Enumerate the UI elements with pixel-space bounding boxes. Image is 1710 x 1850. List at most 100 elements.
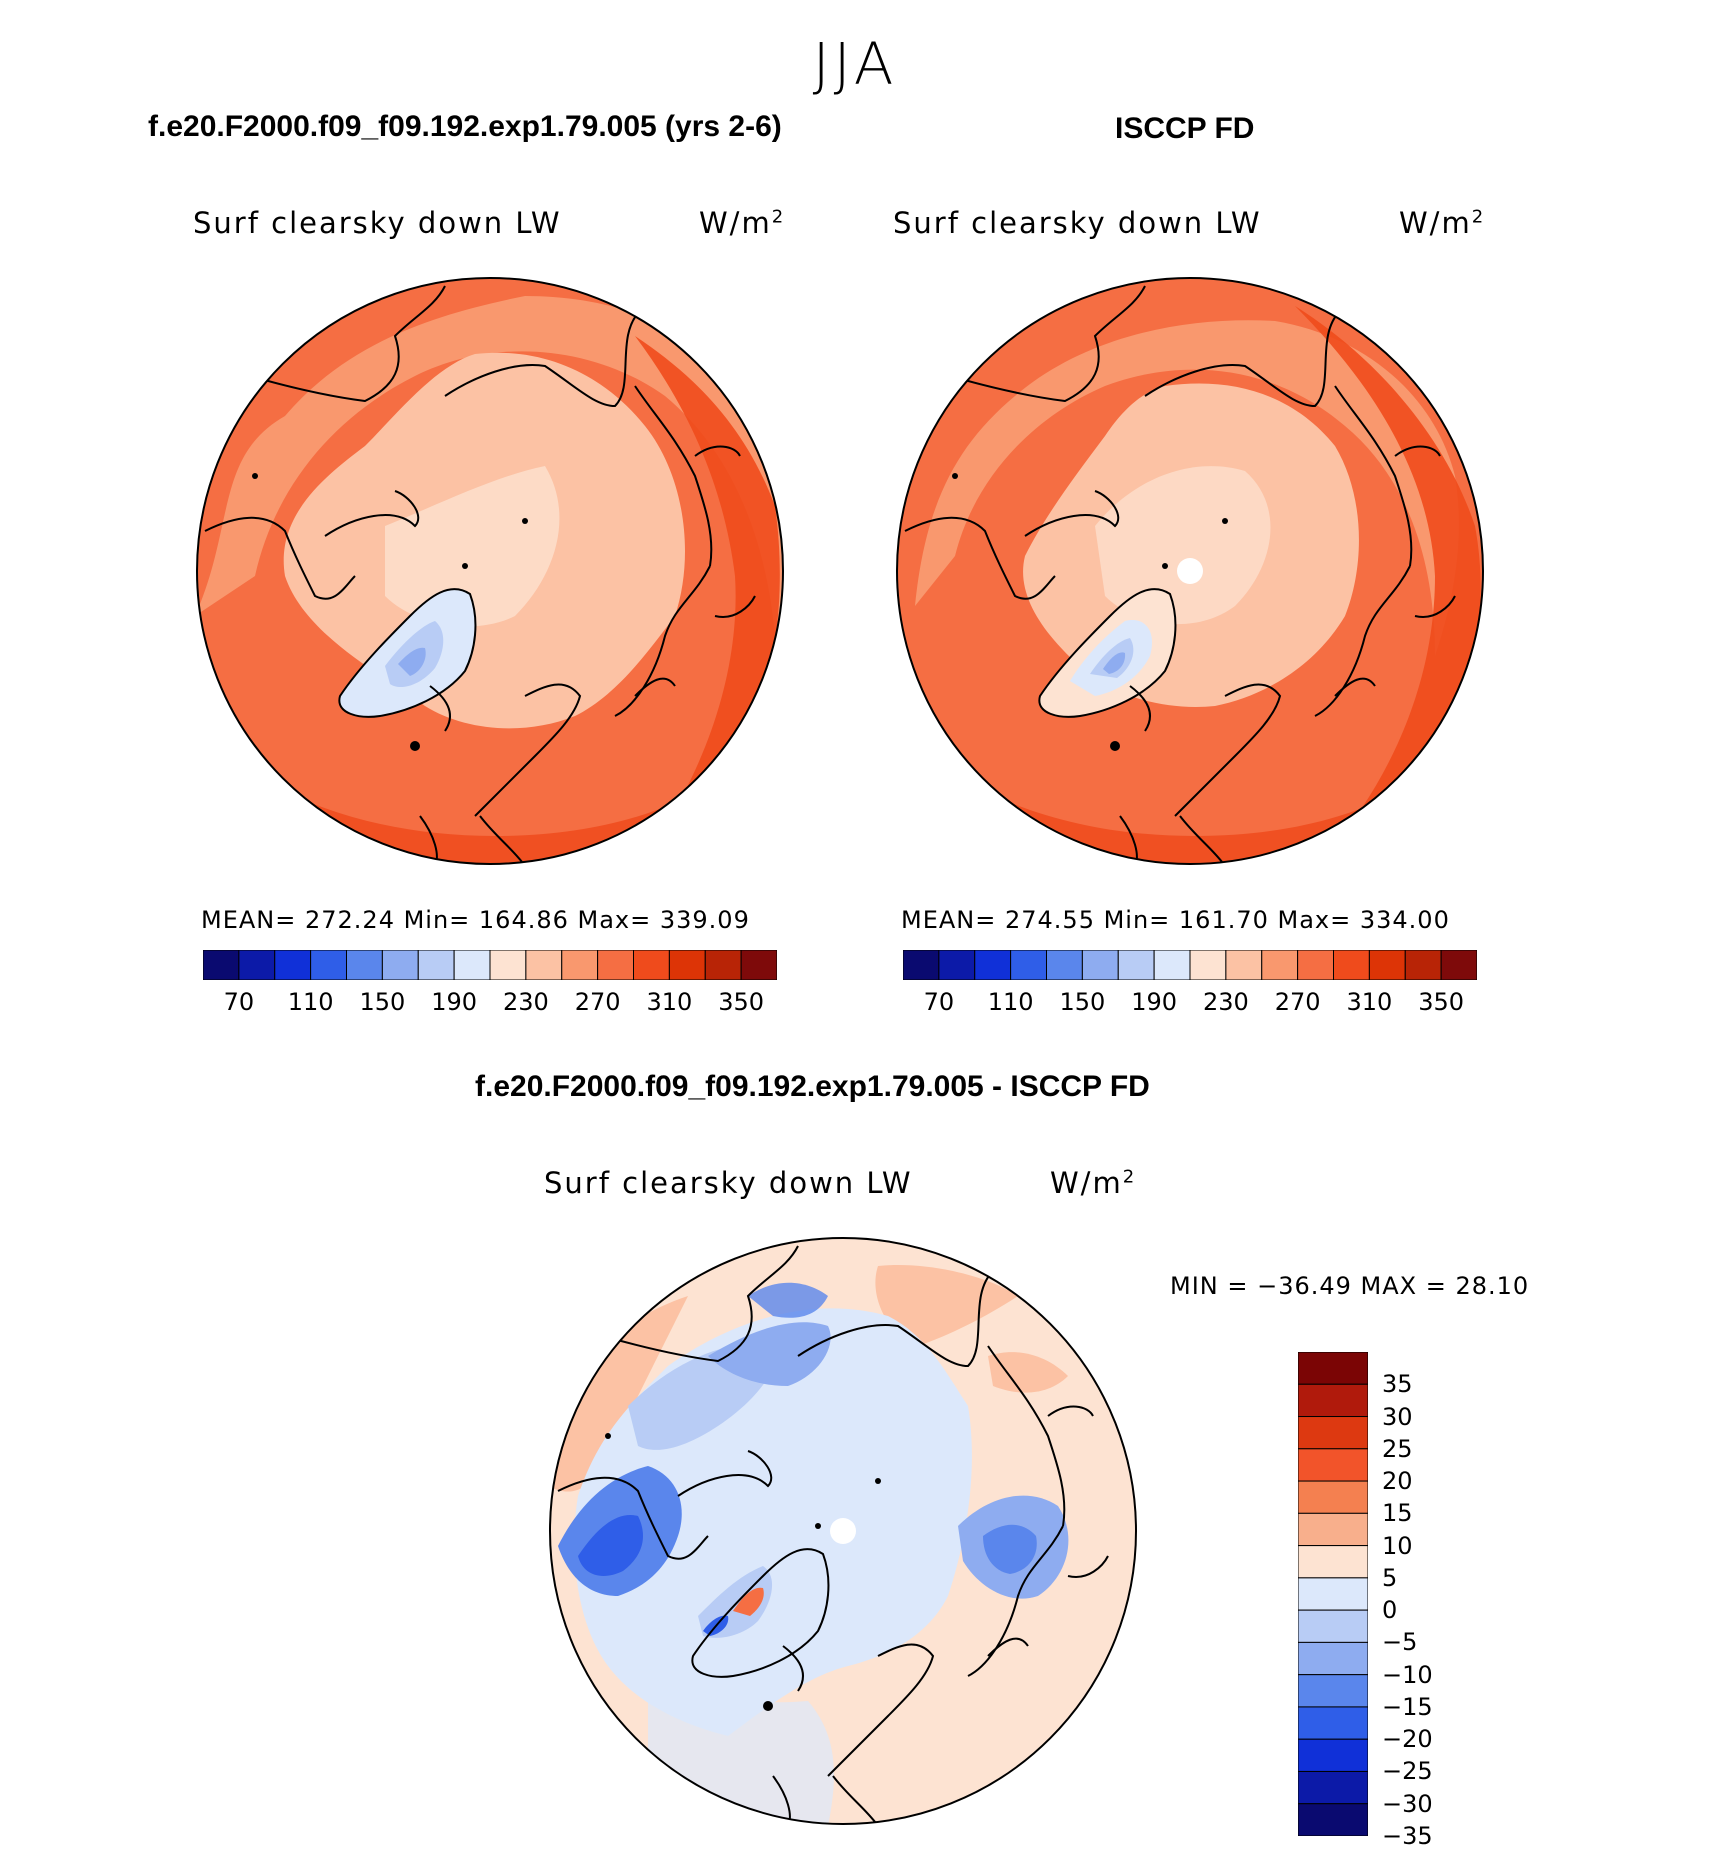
diff-islands <box>605 1433 881 1711</box>
diff-units: W/m2 <box>1050 1166 1137 1200</box>
colorbar-swatch <box>274 950 312 980</box>
diff-colorbar-swatch <box>1298 1512 1368 1547</box>
diff-colorbar-tick-label: −15 <box>1382 1692 1433 1721</box>
colorbar-swatch <box>238 950 276 980</box>
panel2-colorbar <box>903 950 1477 980</box>
colorbar-swatch <box>310 950 347 980</box>
diff-colorbar-tick-label: 25 <box>1382 1434 1413 1463</box>
colorbar-swatch <box>1333 950 1370 980</box>
colorbar-swatch <box>1046 950 1083 980</box>
panel2-greenland-interior <box>1090 638 1134 678</box>
colorbar-tick-label: 150 <box>359 988 406 1016</box>
colorbar-swatch <box>1261 950 1299 980</box>
diff-colorbar-swatch <box>1298 1641 1368 1676</box>
panel1-coastlines <box>204 285 756 864</box>
colorbar-swatch <box>1010 950 1047 980</box>
panel1-title: f.e20.F2000.f09_f09.192.exp1.79.005 (yrs… <box>148 110 782 143</box>
diff-colorbar-tick-label: 10 <box>1382 1531 1413 1560</box>
colorbar-tick-label: 110 <box>987 988 1034 1016</box>
panel2-map-border <box>896 277 1484 865</box>
colorbar-swatch <box>1297 950 1334 980</box>
diff-zone-cool3 <box>708 1322 831 1386</box>
colorbar-tick-label: 310 <box>1346 988 1393 1016</box>
colorbar-swatch <box>1117 950 1155 980</box>
colorbar-swatch <box>1368 950 1406 980</box>
panel1-zone-warm <box>635 336 780 826</box>
season-title: JJA <box>812 30 898 98</box>
colorbar-swatch <box>597 950 634 980</box>
colorbar-tick-label: 350 <box>1418 988 1465 1016</box>
colorbar-swatch <box>633 950 670 980</box>
diff-colorbar-swatch <box>1298 1545 1368 1579</box>
diff-zone-alaska <box>748 1282 828 1318</box>
diff-field-label: Surf clearsky down LW <box>544 1166 913 1200</box>
diff-colorbar-swatch <box>1298 1674 1368 1708</box>
colorbar-tick-label: 110 <box>287 988 334 1016</box>
colorbar-tick-label: 230 <box>502 988 549 1016</box>
colorbar-tick-label: 230 <box>1202 988 1249 1016</box>
diff-colorbar-swatch <box>1298 1738 1368 1772</box>
panel2-zone-mid <box>915 320 1459 656</box>
colorbar-tick-label: 190 <box>1131 988 1178 1016</box>
diff-colorbar-tick-label: −10 <box>1382 1660 1433 1689</box>
colorbar-tick-label: 70 <box>923 988 955 1016</box>
diff-colorbar-tick-label: 30 <box>1382 1402 1413 1431</box>
panel1-field-label: Surf clearsky down LW <box>193 206 562 240</box>
diff-zone-warm-n <box>875 1265 1018 1346</box>
diff-colorbar-swatch <box>1298 1770 1368 1805</box>
diff-colorbar-swatch <box>1298 1383 1368 1418</box>
colorbar-tick-label: 270 <box>574 988 621 1016</box>
diff-zone-warm-ne <box>988 1352 1068 1393</box>
panel2-zone-warm <box>1295 306 1481 856</box>
panel1-greenland-core <box>398 647 426 676</box>
diff-zone-siberia-core <box>983 1524 1037 1574</box>
diff-colorbar-tick-label: −30 <box>1382 1789 1433 1818</box>
panel2-missing-pole <box>1177 558 1203 584</box>
panel2-units: W/m2 <box>1399 206 1486 240</box>
colorbar-swatch <box>740 950 777 980</box>
diff-colorbar-swatch <box>1298 1352 1368 1385</box>
colorbar-tick-label: 310 <box>646 988 693 1016</box>
panel1-colorbar <box>203 950 777 980</box>
panel2-polar-map <box>896 277 1484 865</box>
panel1-units: W/m2 <box>699 206 786 240</box>
diff-title: f.e20.F2000.f09_f09.192.exp1.79.005 - IS… <box>475 1070 1150 1103</box>
panel2-greenland-core <box>1103 652 1126 674</box>
colorbar-swatch <box>1153 950 1191 980</box>
diff-colorbar-tick-label: 20 <box>1382 1467 1413 1496</box>
diff-colorbar-swatch <box>1298 1803 1368 1836</box>
colorbar-swatch <box>561 950 599 980</box>
colorbar-tick-label: 70 <box>223 988 255 1016</box>
diff-colorbar-tick-label: −5 <box>1382 1628 1418 1657</box>
panel2-zone-pole <box>1095 466 1271 625</box>
colorbar-tick-label: 350 <box>718 988 765 1016</box>
panel1-map-border <box>196 277 784 865</box>
panel1-zone-pole <box>385 466 560 627</box>
colorbar-swatch <box>1081 950 1119 980</box>
colorbar-swatch <box>974 950 1012 980</box>
diff-colorbar-tick-label: 5 <box>1382 1563 1398 1592</box>
diff-colorbar-swatch <box>1298 1416 1368 1450</box>
panel1-polar-map <box>196 277 784 865</box>
panel1-islands <box>252 473 528 751</box>
colorbar-swatch <box>489 950 527 980</box>
diff-colorbar-tick-label: −20 <box>1382 1725 1433 1754</box>
diff-greenland-warm <box>733 1587 764 1616</box>
diff-colorbar-swatch <box>1298 1706 1368 1740</box>
diff-zone-canada-core <box>578 1515 643 1576</box>
diff-colorbar-ticks: 35 30 25 20 15 10 5 0 −5 −10 −15 −20 −25 −30 −35 <box>1382 1352 1502 1850</box>
colorbar-swatch <box>1404 950 1442 980</box>
diff-colorbar <box>1298 1352 1368 1836</box>
diff-colorbar-swatch <box>1298 1448 1368 1482</box>
colorbar-swatch <box>668 950 706 980</box>
colorbar-swatch <box>346 950 383 980</box>
panel2-title: ISCCP FD <box>1115 112 1255 145</box>
panel1-stats: MEAN= 272.24 Min= 164.86 Max= 339.09 <box>201 906 750 934</box>
panel2-coastlines <box>904 285 1456 864</box>
panel1-zone-mid <box>197 296 783 636</box>
colorbar-swatch <box>903 950 940 980</box>
colorbar-swatch <box>1189 950 1227 980</box>
diff-zone-warm-nw <box>550 1296 688 1492</box>
panel2-islands <box>952 473 1228 751</box>
colorbar-tick-label: 150 <box>1059 988 1106 1016</box>
